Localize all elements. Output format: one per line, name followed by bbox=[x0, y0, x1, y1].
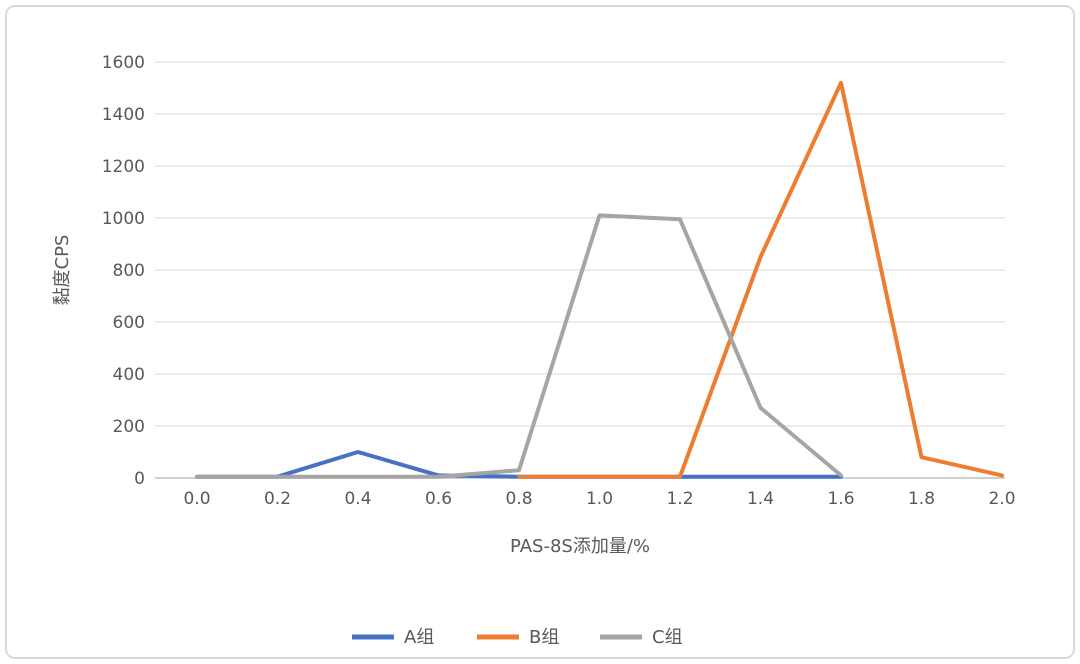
y-tick-label: 1200 bbox=[102, 157, 145, 177]
y-tick-label: 600 bbox=[113, 313, 145, 333]
x-tick-label: 0.0 bbox=[183, 489, 210, 509]
x-tick-label: 1.6 bbox=[827, 489, 854, 509]
legend: A组 B组 C组 bbox=[352, 627, 683, 648]
x-tick-label: 1.8 bbox=[908, 489, 935, 509]
y-tick-label: 800 bbox=[113, 261, 145, 281]
y-axis-title: 黏度CPS bbox=[52, 235, 73, 306]
x-tick-label: 0.8 bbox=[505, 489, 532, 509]
series-line-1 bbox=[517, 80, 1004, 479]
y-tick-label: 200 bbox=[113, 417, 145, 437]
x-tick-label: 1.2 bbox=[666, 489, 693, 509]
tick-labels-layer: 0 200 400 600 800 1000 1200 1400 1600 0.0 0.2 0.4 0.… bbox=[102, 53, 1016, 509]
x-tick-label: 0.2 bbox=[264, 489, 291, 509]
x-axis-title: PAS-8S添加量/% bbox=[510, 536, 650, 557]
x-tick-label: 0.4 bbox=[344, 489, 371, 509]
gridlines-layer bbox=[155, 61, 1005, 479]
series-line-2 bbox=[195, 213, 843, 479]
series-layer bbox=[195, 80, 1004, 479]
y-tick-label: 1600 bbox=[102, 53, 145, 73]
x-tick-label: 1.0 bbox=[586, 489, 613, 509]
y-tick-label: 1400 bbox=[102, 105, 145, 125]
legend-label-0: A组 bbox=[404, 627, 434, 648]
y-tick-label: 0 bbox=[134, 469, 145, 489]
y-tick-label: 1000 bbox=[102, 209, 145, 229]
x-tick-label: 0.6 bbox=[425, 489, 452, 509]
x-tick-label: 2.0 bbox=[988, 489, 1015, 509]
legend-label-1: B组 bbox=[529, 627, 559, 648]
y-tick-label: 400 bbox=[113, 365, 145, 385]
x-tick-label: 1.4 bbox=[747, 489, 774, 509]
legend-label-2: C组 bbox=[652, 627, 683, 648]
